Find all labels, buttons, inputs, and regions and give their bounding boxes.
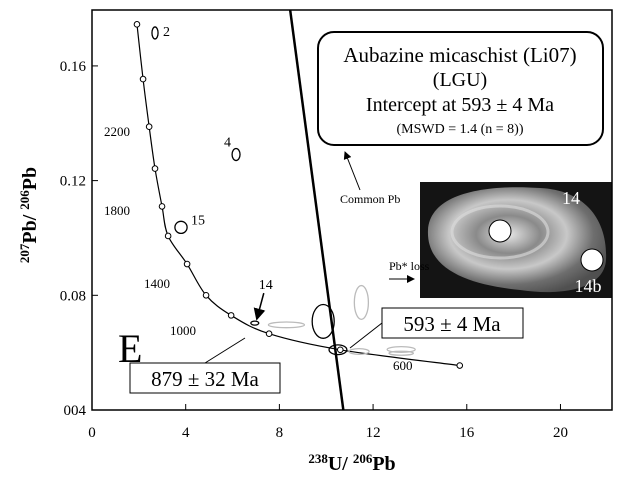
age-marker (265, 330, 273, 338)
info-line: (LGU) (433, 69, 487, 91)
analysis-ellipse (388, 350, 415, 356)
x-tick-label: 16 (459, 425, 475, 441)
arrow (253, 292, 266, 321)
axis-label-superscript: 206 (17, 190, 32, 210)
label-box (129, 362, 281, 394)
info-title: Aubazine micaschist (Li07) (343, 43, 576, 67)
axis-label-superscript: 207 (17, 243, 32, 263)
ellipse-label: 4 (224, 136, 231, 151)
x-tick-label: 4 (182, 425, 190, 441)
analysis-ellipse (174, 220, 188, 235)
ellipse-label: 15 (191, 213, 205, 228)
intercept-label: 593 ± 4 Ma (403, 312, 501, 336)
inset-label: 14b (575, 276, 602, 296)
axis-label: 238U/ 206Pb (308, 451, 395, 475)
age-marker (202, 292, 210, 299)
age-marker (456, 362, 464, 369)
age-label: 1000 (170, 323, 196, 338)
analysis-ellipse (348, 347, 370, 356)
axis-label-text: Pb (372, 453, 395, 475)
age-marker (183, 260, 191, 268)
axis-label-superscript: 206 (353, 451, 373, 466)
arrow (343, 151, 361, 191)
analysis-ellipse (267, 321, 306, 329)
plot-frame (91, 9, 613, 411)
axis-label-text: Pb (19, 167, 41, 190)
analysis-ellipse (328, 344, 348, 356)
age-marker (139, 75, 147, 83)
axis-label: 207Pb/ 206Pb (17, 167, 41, 263)
y-tick-label: 0.08 (60, 288, 86, 304)
analysis-ellipse (250, 320, 260, 326)
intercept-label: 879 ± 32 Ma (151, 367, 259, 391)
axis-label-superscript: 238 (308, 451, 328, 466)
age-marker (145, 123, 153, 131)
inset-image (420, 182, 612, 298)
annotation: Pb* loss (389, 259, 430, 273)
age-marker (164, 232, 172, 240)
age-marker (227, 312, 235, 319)
label-box (381, 307, 524, 339)
info-line: (MSWD = 1.4 (n = 8)) (397, 122, 524, 137)
age-label: 600 (393, 358, 413, 373)
axis-label-text: Pb/ (19, 210, 41, 244)
age-marker (133, 21, 141, 28)
age-marker (158, 203, 166, 210)
ellipse-label: 2 (163, 25, 170, 40)
x-tick-label: 8 (276, 425, 284, 441)
age-label: 1800 (104, 203, 130, 218)
x-tick-label: 12 (366, 425, 381, 441)
ellipse-label: 14 (259, 278, 273, 293)
annotation: Common Pb (340, 192, 400, 206)
age-marker (336, 346, 344, 354)
inset-label: 14 (562, 188, 580, 208)
age-label: 1400 (144, 276, 170, 291)
y-tick-label: 0.12 (60, 174, 86, 190)
analysis-ellipse (311, 303, 335, 339)
x-tick-label: 20 (553, 425, 568, 441)
analysis-ellipse (386, 345, 416, 354)
analysis-ellipse (151, 26, 159, 40)
leader (349, 322, 383, 349)
axis-label-text: U/ (328, 453, 353, 475)
info-line: Intercept at 593 ± 4 Ma (366, 94, 554, 116)
leader (204, 337, 246, 364)
x-tick-label: 0 (88, 425, 96, 441)
y-tick-label: 0.16 (60, 59, 87, 75)
info-box (317, 31, 604, 146)
discordia-line (288, 9, 345, 411)
y-tick-label: 004 (64, 403, 87, 419)
age-marker (151, 165, 159, 172)
analysis-ellipse (353, 284, 370, 321)
analysis-ellipse (231, 147, 241, 162)
age-label: 2200 (104, 124, 130, 139)
